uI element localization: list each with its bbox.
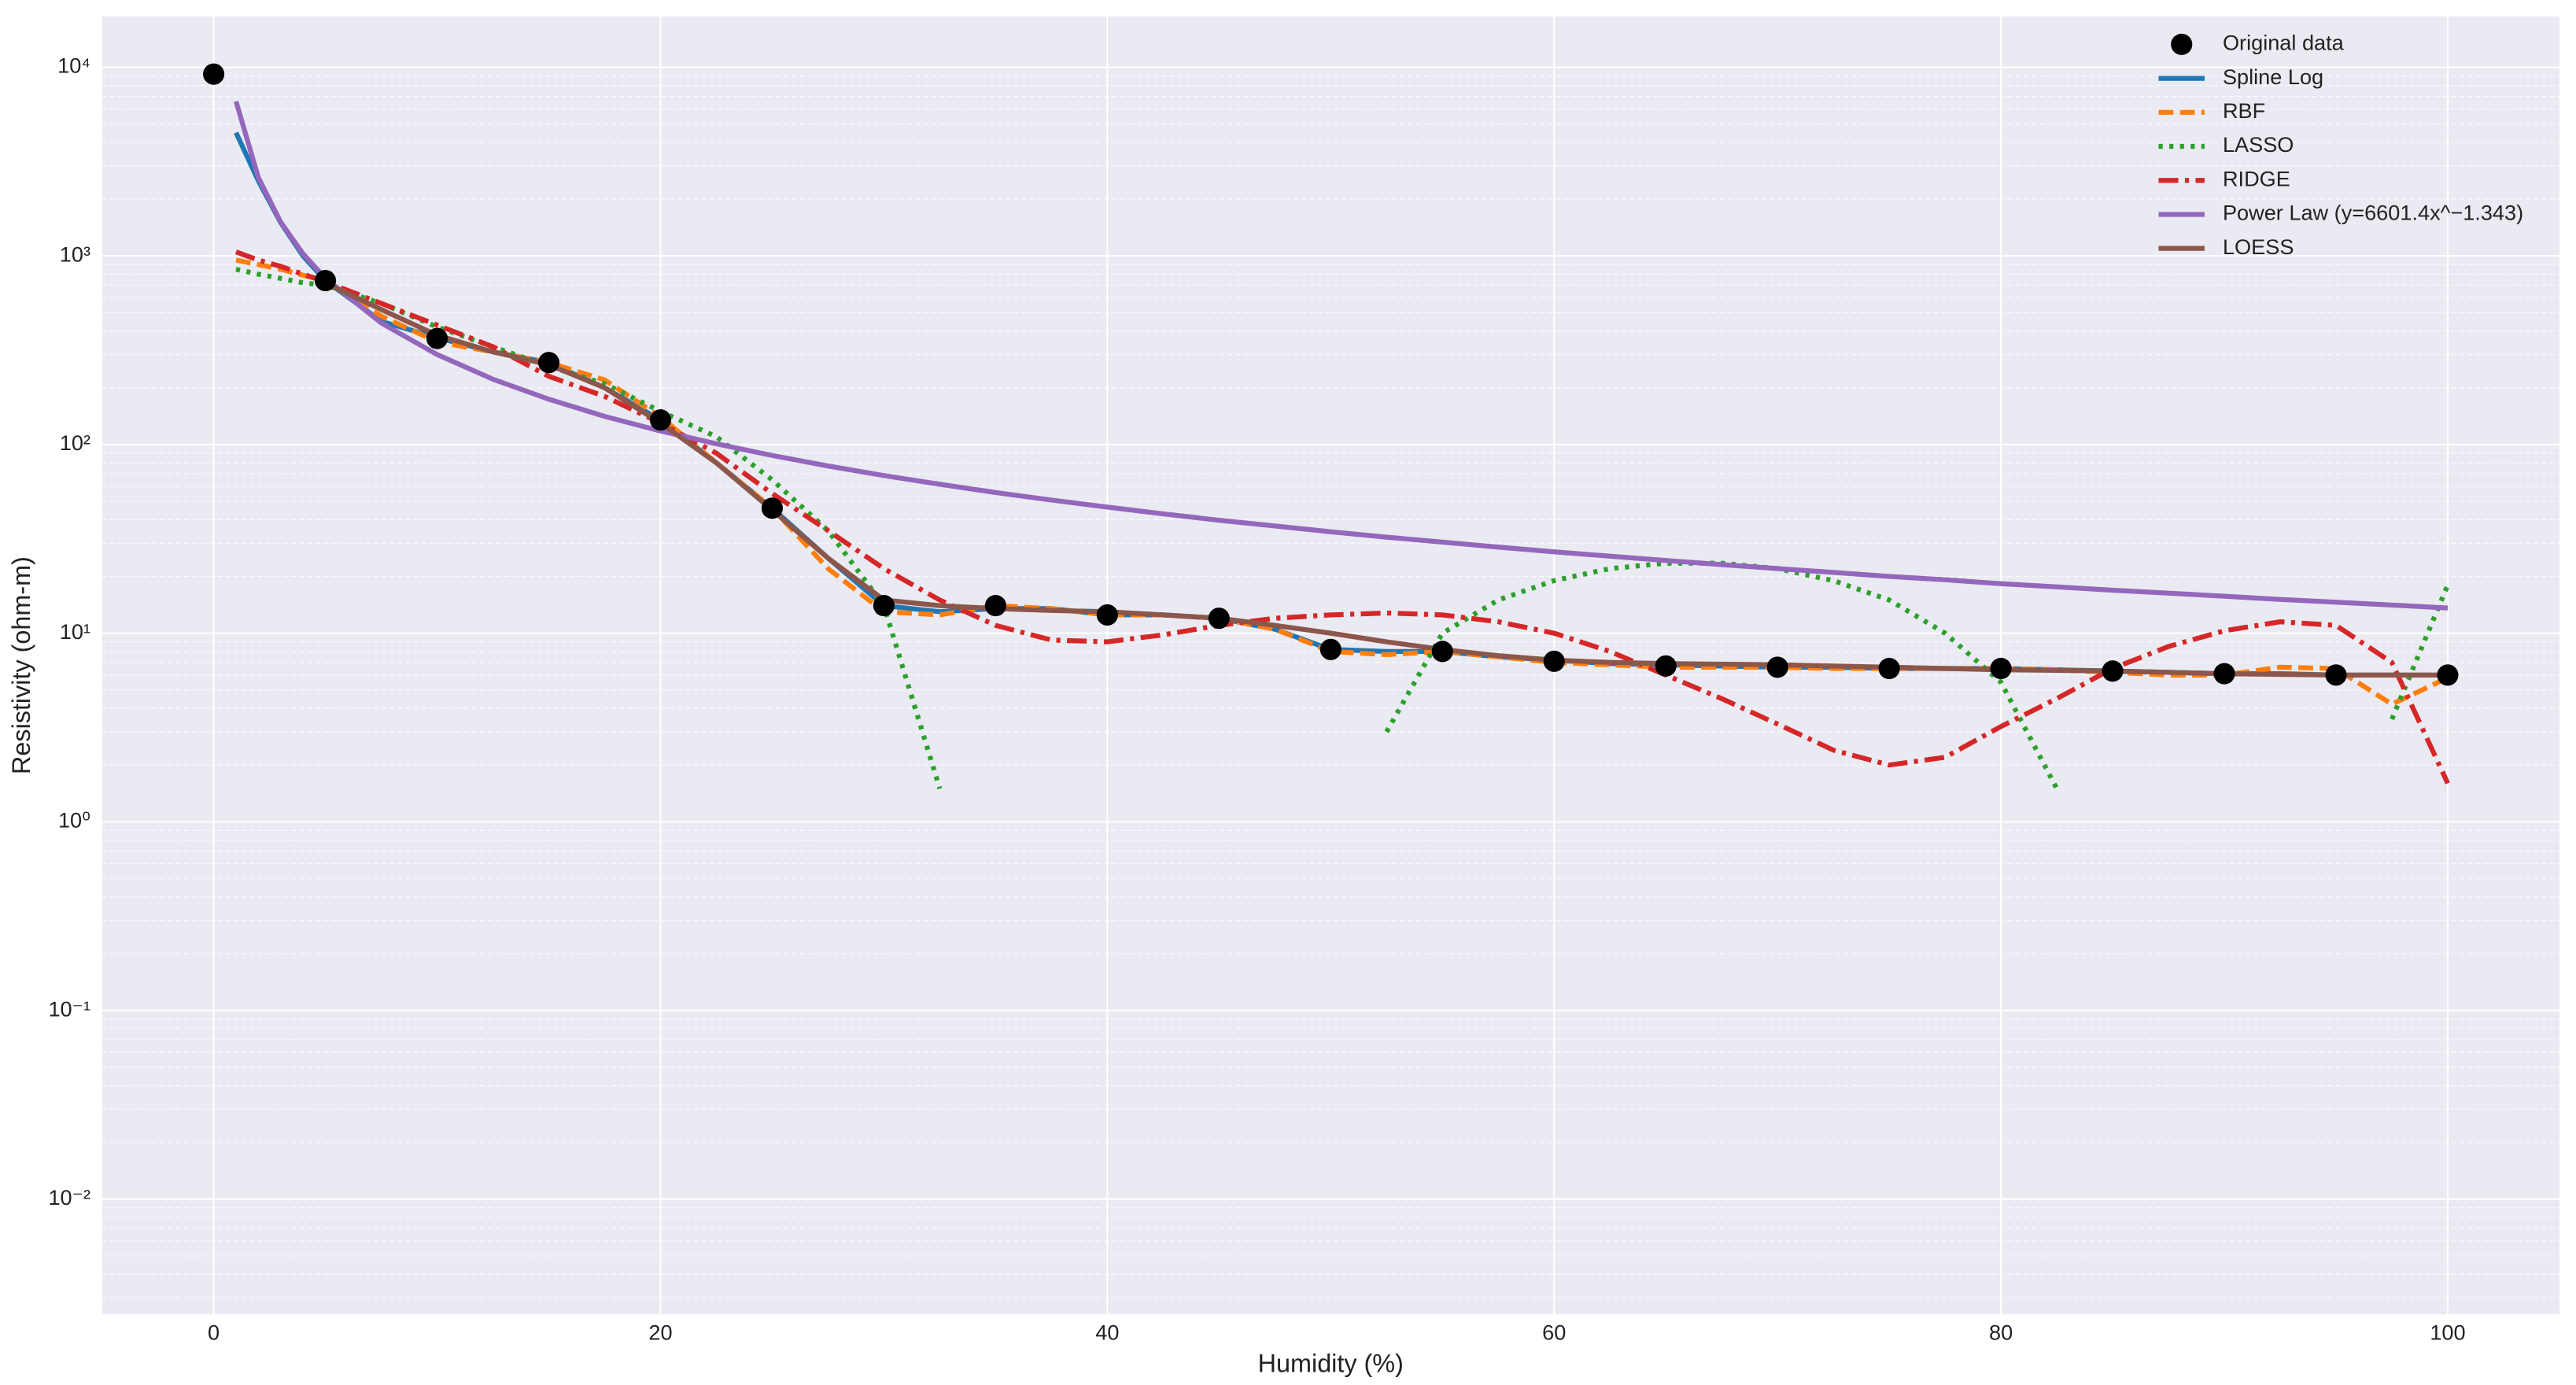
legend-label: LOESS	[2223, 235, 2294, 259]
data-point	[1096, 604, 1118, 626]
legend-label: Power Law (y=6601.4x^−1.343)	[2223, 201, 2523, 225]
y-axis-label: Resistivity (ohm-m)	[7, 556, 35, 774]
y-tick-label: 10³	[60, 242, 90, 266]
x-tick-label: 100	[2430, 1320, 2465, 1344]
plot-area	[101, 16, 2559, 1315]
series-line	[234, 249, 2450, 785]
data-point	[984, 595, 1006, 617]
data-point	[203, 63, 225, 85]
x-axis-label: Humidity (%)	[1258, 1349, 1404, 1377]
y-tick-label: 10⁰	[58, 808, 90, 833]
x-tick-label: 60	[1542, 1320, 1566, 1344]
series-line	[324, 280, 2448, 678]
x-tick-label: 20	[648, 1320, 672, 1344]
data-point	[761, 497, 784, 519]
legend: Original data Spline Log RBF LASSO RIDGE Powe…	[2158, 31, 2523, 259]
legend-marker	[2171, 33, 2193, 55]
data-point	[2102, 660, 2124, 682]
x-tick-label: 40	[1095, 1320, 1119, 1344]
data-point	[1319, 638, 1342, 660]
data-point	[1431, 641, 1453, 663]
data-point	[1766, 656, 1788, 678]
legend-label: RBF	[2223, 98, 2265, 123]
data-point	[537, 352, 560, 374]
data-point	[1878, 657, 1900, 680]
data-point	[1655, 655, 1677, 677]
data-point	[1208, 608, 1230, 630]
x-tick-label: 80	[1989, 1320, 2013, 1344]
legend-label: Spline Log	[2223, 65, 2323, 89]
data-point	[2437, 664, 2459, 686]
data-point	[1990, 657, 2012, 680]
plot	[203, 63, 2459, 790]
data-point	[873, 595, 895, 617]
y-tick-label: 10⁻¹	[48, 996, 90, 1021]
y-tick-label: 10⁻²	[48, 1185, 90, 1210]
data-point	[2213, 663, 2235, 685]
legend-label: RIDGE	[2223, 166, 2290, 190]
legend-label: LASSO	[2223, 132, 2294, 157]
data-point	[1543, 650, 1565, 672]
y-tick-label: 10¹	[60, 619, 90, 644]
y-tick-label: 10²	[60, 430, 90, 455]
series-line	[233, 100, 2449, 611]
legend-label: Original data	[2223, 31, 2345, 55]
data-point	[2325, 664, 2347, 686]
data-point	[649, 409, 672, 431]
data-point	[314, 269, 337, 292]
grid	[101, 16, 2559, 1315]
x-tick-label: 0	[208, 1320, 220, 1344]
y-tick-label: 10⁴	[57, 54, 90, 78]
data-point	[426, 327, 448, 349]
